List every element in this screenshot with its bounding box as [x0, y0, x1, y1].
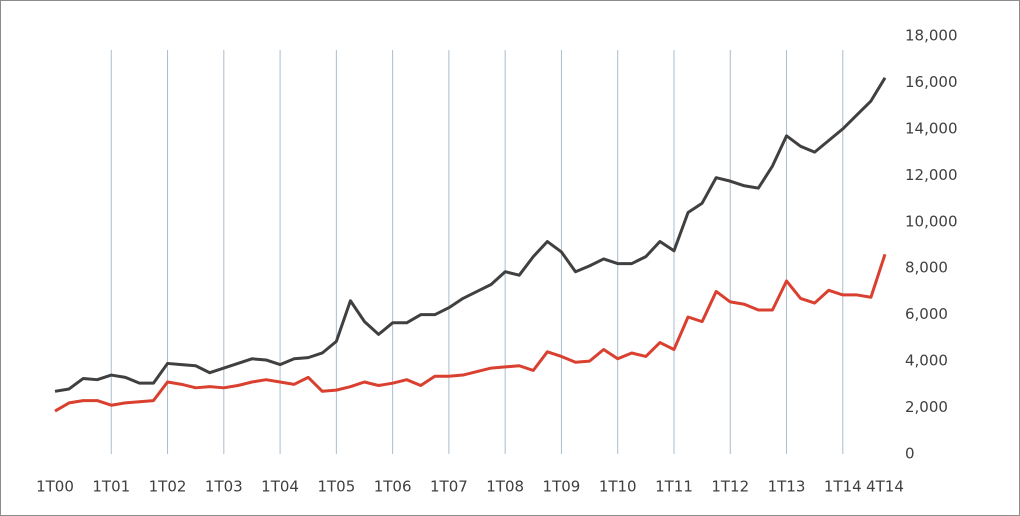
- x-tick-label: 1T13: [768, 478, 806, 496]
- x-tick-label: 1T03: [205, 478, 243, 496]
- y-tick-label: 10,000: [905, 212, 958, 230]
- y-tick-label: 2,000: [905, 398, 948, 416]
- x-tick-label: 1T05: [317, 478, 355, 496]
- y-tick-label: 14,000: [905, 119, 958, 137]
- x-tick-label: 1T06: [374, 478, 412, 496]
- y-tick-label: 0: [905, 445, 915, 463]
- y-tick-label: 18,000: [905, 27, 958, 45]
- x-tick-label: 1T01: [92, 478, 130, 496]
- x-tick-label: 1T07: [430, 478, 468, 496]
- y-tick-label: 8,000: [905, 259, 948, 277]
- x-tick-label: 1T08: [486, 478, 524, 496]
- x-tick-label: 1T02: [149, 478, 187, 496]
- x-tick-label: 1T09: [543, 478, 581, 496]
- series-line: [54, 253, 887, 413]
- y-tick-label: 12,000: [905, 166, 958, 184]
- series-line: [54, 77, 887, 393]
- x-tick-label: 1T10: [599, 478, 637, 496]
- x-tick-label: 1T00: [36, 478, 74, 496]
- y-tick-label: 4,000: [905, 352, 948, 370]
- y-tick-label: 16,000: [905, 73, 958, 91]
- x-tick-label: 1T12: [711, 478, 749, 496]
- x-tick-label: 1T11: [655, 478, 693, 496]
- x-tick-label: 1T14: [824, 478, 862, 496]
- x-tick-label: 1T04: [261, 478, 299, 496]
- x-tick-label: 4T14: [866, 478, 904, 496]
- y-tick-label: 6,000: [905, 305, 948, 323]
